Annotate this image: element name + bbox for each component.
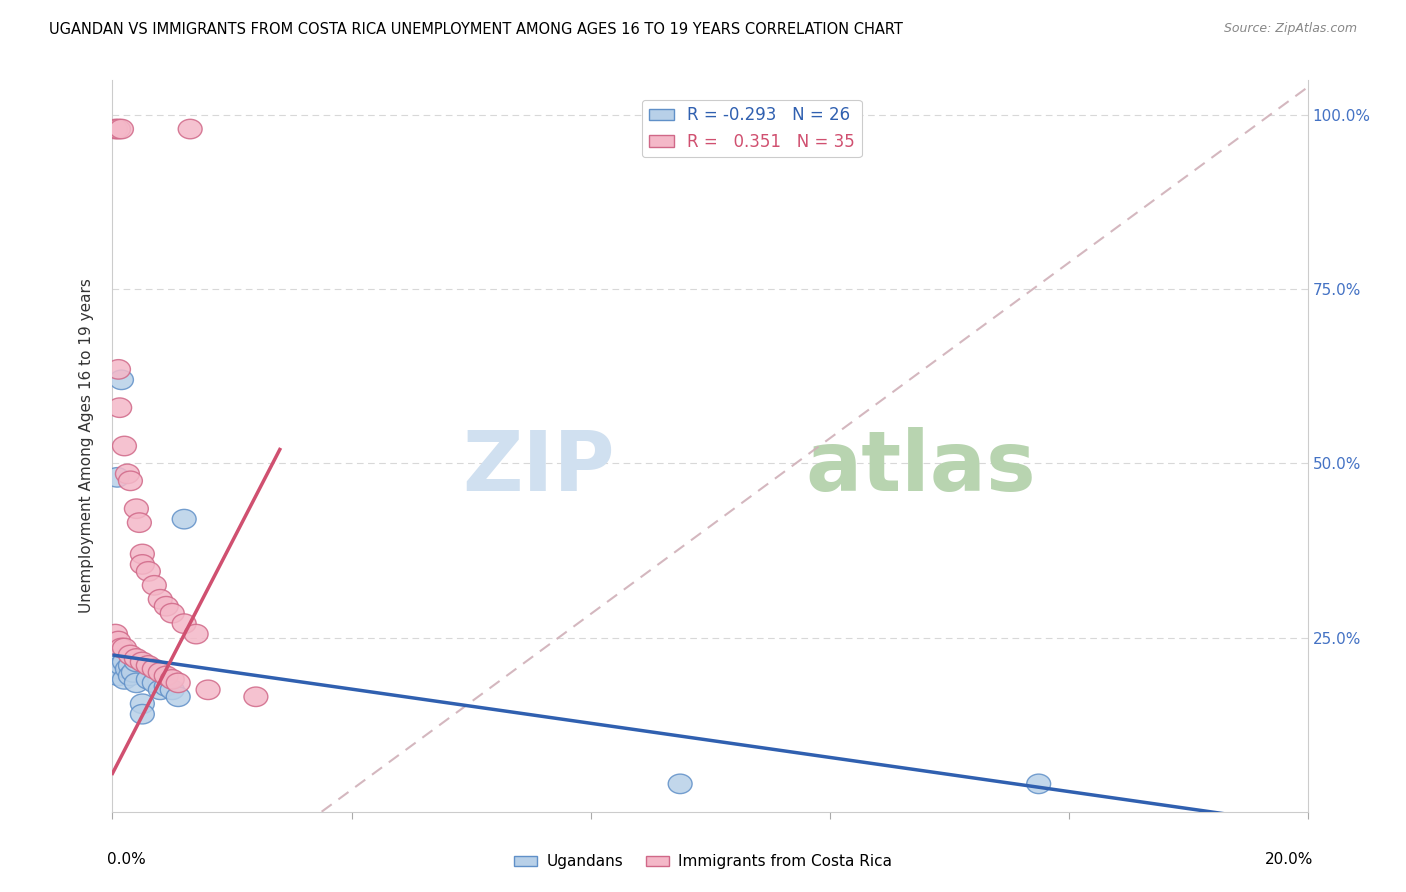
Ellipse shape	[118, 666, 142, 686]
Ellipse shape	[118, 645, 142, 665]
Ellipse shape	[105, 659, 129, 679]
Ellipse shape	[110, 656, 134, 675]
Ellipse shape	[173, 509, 197, 529]
Ellipse shape	[668, 774, 692, 794]
Text: UGANDAN VS IMMIGRANTS FROM COSTA RICA UNEMPLOYMENT AMONG AGES 16 TO 19 YEARS COR: UGANDAN VS IMMIGRANTS FROM COSTA RICA UN…	[49, 22, 903, 37]
Text: 0.0%: 0.0%	[107, 852, 145, 867]
Ellipse shape	[110, 639, 134, 657]
Ellipse shape	[108, 398, 132, 417]
Ellipse shape	[104, 652, 128, 672]
Ellipse shape	[118, 656, 142, 675]
Ellipse shape	[160, 670, 184, 690]
Ellipse shape	[136, 670, 160, 690]
Ellipse shape	[107, 632, 131, 651]
Ellipse shape	[149, 663, 173, 682]
Ellipse shape	[184, 624, 208, 644]
Ellipse shape	[142, 673, 166, 692]
Ellipse shape	[121, 663, 145, 682]
Ellipse shape	[112, 639, 136, 657]
Ellipse shape	[131, 705, 155, 724]
Ellipse shape	[105, 467, 129, 487]
Ellipse shape	[136, 656, 160, 675]
Ellipse shape	[131, 694, 155, 714]
Ellipse shape	[104, 120, 128, 139]
Legend: R = -0.293   N = 26, R =   0.351   N = 35: R = -0.293 N = 26, R = 0.351 N = 35	[643, 100, 862, 157]
Ellipse shape	[110, 370, 134, 390]
Ellipse shape	[118, 471, 142, 491]
Ellipse shape	[142, 659, 166, 679]
Text: ZIP: ZIP	[463, 427, 614, 508]
Ellipse shape	[115, 464, 139, 483]
Ellipse shape	[124, 673, 149, 692]
Ellipse shape	[166, 687, 190, 706]
Ellipse shape	[155, 666, 179, 686]
Ellipse shape	[245, 687, 269, 706]
Ellipse shape	[107, 666, 131, 686]
Ellipse shape	[112, 436, 136, 456]
Ellipse shape	[110, 120, 134, 139]
Ellipse shape	[128, 513, 152, 533]
Ellipse shape	[131, 652, 155, 672]
Text: atlas: atlas	[806, 427, 1036, 508]
Ellipse shape	[155, 676, 179, 696]
Ellipse shape	[160, 603, 184, 623]
Ellipse shape	[155, 597, 179, 616]
Ellipse shape	[131, 544, 155, 564]
Text: Source: ZipAtlas.com: Source: ZipAtlas.com	[1223, 22, 1357, 36]
Ellipse shape	[107, 359, 131, 379]
Ellipse shape	[115, 659, 139, 679]
Ellipse shape	[104, 624, 128, 644]
Ellipse shape	[112, 652, 136, 672]
Ellipse shape	[124, 652, 149, 672]
Ellipse shape	[112, 670, 136, 690]
Ellipse shape	[107, 120, 131, 139]
Ellipse shape	[197, 680, 221, 699]
Y-axis label: Unemployment Among Ages 16 to 19 years: Unemployment Among Ages 16 to 19 years	[79, 278, 94, 614]
Ellipse shape	[1026, 774, 1050, 794]
Ellipse shape	[131, 555, 155, 574]
Ellipse shape	[136, 562, 160, 582]
Ellipse shape	[124, 499, 149, 518]
Ellipse shape	[107, 648, 131, 668]
Ellipse shape	[149, 680, 173, 699]
Ellipse shape	[166, 673, 190, 692]
Ellipse shape	[160, 680, 184, 699]
Ellipse shape	[142, 575, 166, 595]
Legend: Ugandans, Immigrants from Costa Rica: Ugandans, Immigrants from Costa Rica	[508, 848, 898, 875]
Text: 20.0%: 20.0%	[1265, 852, 1313, 867]
Ellipse shape	[173, 614, 197, 633]
Ellipse shape	[179, 120, 202, 139]
Ellipse shape	[124, 648, 149, 668]
Ellipse shape	[149, 590, 173, 609]
